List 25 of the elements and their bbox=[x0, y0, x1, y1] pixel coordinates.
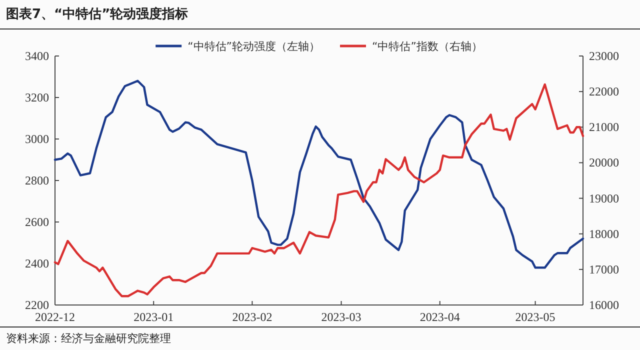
y-tick-label: 2600 bbox=[25, 215, 49, 229]
y2-tick-label: 19000 bbox=[589, 191, 619, 206]
text: 资料来源：经济与金融研究院整理 bbox=[6, 332, 171, 345]
title: 图表7、“中特估”轮动强度指标 bbox=[6, 7, 188, 22]
y-tick-label: 3400 bbox=[25, 49, 49, 63]
y2-tick-label: 17000 bbox=[589, 262, 619, 276]
x-tick-label: 2023-05 bbox=[515, 310, 556, 324]
y2-tick-label: 18000 bbox=[589, 226, 619, 241]
y2-tick-label: 21000 bbox=[589, 120, 619, 134]
y-tick-label: 2200 bbox=[25, 298, 49, 312]
x-tick-label: 2023-03 bbox=[321, 310, 362, 324]
x-tick-label: 2023-04 bbox=[420, 310, 460, 324]
x-tick-label: 2022-12 bbox=[35, 310, 75, 324]
legend-label: “中特估”指数（右轴） bbox=[372, 40, 482, 53]
y-tick-label: 3200 bbox=[25, 90, 49, 104]
y2-tick-label: 20000 bbox=[589, 156, 619, 170]
y-tick-label: 2400 bbox=[25, 256, 49, 270]
y2-tick-label: 23000 bbox=[589, 49, 619, 63]
legend-label: “中特估”轮动强度（左轴） bbox=[188, 40, 320, 53]
y-tick-label: 2800 bbox=[25, 174, 49, 188]
x-tick-label: 2023-01 bbox=[134, 310, 174, 324]
y2-tick-label: 16000 bbox=[589, 298, 619, 312]
x-tick-label: 2023-02 bbox=[232, 310, 272, 324]
y2-tick-label: 22000 bbox=[589, 84, 619, 99]
y-tick-label: 3000 bbox=[25, 132, 49, 146]
